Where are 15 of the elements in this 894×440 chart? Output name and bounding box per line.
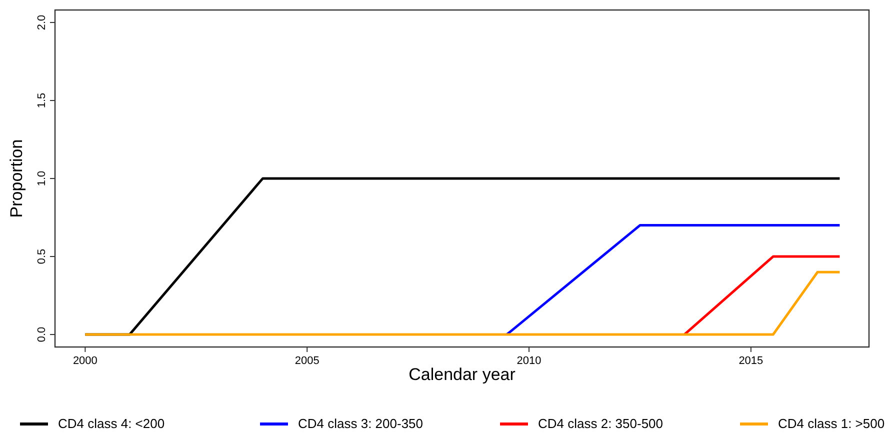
legend-label: CD4 class 4: <200 [58,416,165,431]
y-tick-label: 1.5 [36,92,48,108]
y-tick-label: 0.0 [36,326,48,342]
legend-label: CD4 class 1: >500 [778,416,885,431]
y-tick-label: 1.0 [36,170,48,186]
y-tick-label: 2.0 [36,14,48,30]
x-tick-label: 2015 [738,355,764,367]
y-tick-label: 0.5 [36,248,48,264]
x-tick-label: 2000 [72,355,98,367]
x-tick-label: 2005 [294,355,320,367]
x-axis-title: Calendar year [408,365,516,384]
legend-label: CD4 class 3: 200-350 [298,416,424,431]
x-tick-label: 2010 [516,355,542,367]
y-axis-title: Proportion [7,139,26,218]
legend-label: CD4 class 2: 350-500 [538,416,664,431]
